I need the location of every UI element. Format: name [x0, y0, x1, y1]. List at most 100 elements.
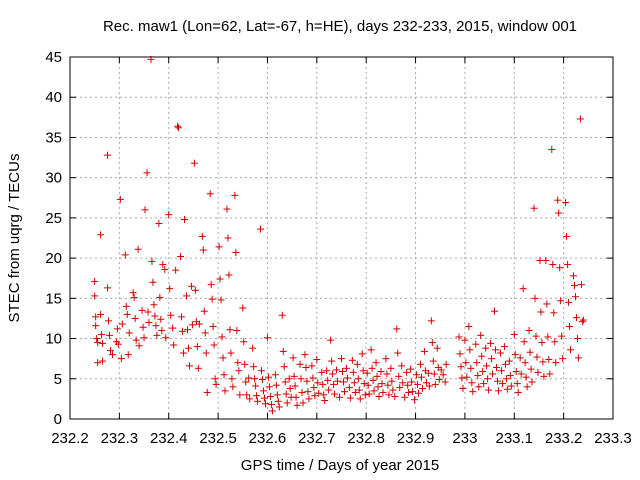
- data-point: [391, 392, 399, 400]
- x-axis-ticks: 232.2 232.3 232.4 232.5 232.6 232.7 232.8 232.9…: [51, 57, 632, 447]
- data-point: [296, 360, 304, 368]
- data-point: [398, 362, 406, 370]
- data-point: [292, 393, 300, 401]
- data-point: [299, 399, 307, 407]
- data-point: [132, 336, 140, 344]
- data-point: [377, 368, 385, 376]
- data-point: [99, 357, 107, 365]
- data-point: [403, 368, 411, 376]
- data-point: [279, 347, 287, 355]
- data-point: [202, 349, 210, 357]
- data-point: [105, 317, 113, 325]
- data-point: [396, 384, 404, 392]
- y-tick-label: 20: [45, 250, 62, 267]
- data-point: [506, 372, 514, 380]
- data-point: [372, 359, 380, 367]
- data-point: [379, 388, 387, 396]
- x-tick-label: 232.3: [101, 430, 139, 447]
- data-point: [206, 190, 214, 198]
- data-point: [308, 362, 316, 370]
- y-tick-label: 45: [45, 49, 62, 66]
- data-point: [416, 360, 424, 368]
- data-point: [159, 261, 167, 269]
- y-tick-label: 5: [54, 371, 62, 388]
- grid-lines: [70, 57, 613, 419]
- data-point: [545, 355, 553, 363]
- data-point: [162, 334, 170, 342]
- data-point: [465, 322, 473, 330]
- data-point: [428, 339, 436, 347]
- data-point: [340, 388, 348, 396]
- data-point: [293, 401, 301, 409]
- data-point: [195, 320, 203, 328]
- data-point: [219, 354, 227, 362]
- data-point: [114, 340, 122, 348]
- data-point: [530, 204, 538, 212]
- x-tick-label: 232.2: [51, 430, 89, 447]
- data-point: [314, 379, 322, 387]
- y-axis-label: STEC from uqrg / TECUs: [6, 154, 23, 323]
- data-point: [485, 386, 493, 394]
- data-point: [116, 195, 124, 203]
- data-point: [158, 327, 166, 335]
- data-point: [487, 339, 495, 347]
- data-point: [91, 292, 99, 300]
- data-point: [422, 379, 430, 387]
- data-point: [271, 371, 279, 379]
- x-tick-label: 233.2: [545, 430, 583, 447]
- data-point: [131, 314, 139, 322]
- data-point: [439, 371, 447, 379]
- data-point: [289, 354, 297, 362]
- data-point: [361, 391, 369, 399]
- data-point: [517, 370, 525, 378]
- y-tick-label: 30: [45, 170, 62, 187]
- data-point: [338, 355, 345, 363]
- y-tick-label: 40: [45, 89, 62, 106]
- data-point: [221, 387, 229, 395]
- data-point: [526, 348, 534, 356]
- data-point: [429, 357, 437, 365]
- data-point: [135, 342, 143, 350]
- data-point: [382, 355, 390, 363]
- data-point: [252, 382, 260, 390]
- data-point: [310, 384, 318, 392]
- data-point: [531, 294, 539, 302]
- data-point: [353, 360, 361, 368]
- data-point: [333, 366, 341, 374]
- data-point: [217, 296, 225, 304]
- data-point: [151, 312, 159, 320]
- data-point: [374, 383, 382, 391]
- data-point: [208, 295, 216, 303]
- data-point: [263, 334, 271, 342]
- x-axis-label: GPS time / Days of year 2015: [241, 457, 439, 474]
- data-point: [201, 329, 209, 337]
- data-point: [557, 297, 565, 305]
- data-point: [106, 347, 114, 355]
- data-point: [342, 364, 350, 372]
- data-point: [182, 292, 190, 300]
- data-point: [425, 382, 433, 390]
- data-point: [188, 321, 196, 329]
- data-point: [309, 374, 317, 382]
- data-point: [242, 378, 250, 386]
- data-point: [191, 286, 199, 294]
- data-point: [165, 211, 173, 219]
- data-point: [152, 322, 160, 330]
- data-point: [190, 159, 198, 167]
- data-point: [544, 333, 552, 341]
- data-point: [413, 371, 421, 379]
- y-tick-label: 35: [45, 129, 62, 146]
- data-point: [302, 364, 310, 372]
- data-point: [375, 392, 383, 400]
- data-point: [573, 335, 581, 343]
- data-point: [113, 325, 121, 333]
- data-point: [209, 322, 217, 330]
- data-point: [175, 124, 183, 132]
- data-point: [548, 146, 556, 154]
- data-point: [384, 381, 392, 389]
- data-point: [519, 285, 527, 293]
- data-point: [177, 253, 185, 261]
- data-point: [325, 386, 333, 394]
- y-tick-label: 0: [54, 411, 62, 428]
